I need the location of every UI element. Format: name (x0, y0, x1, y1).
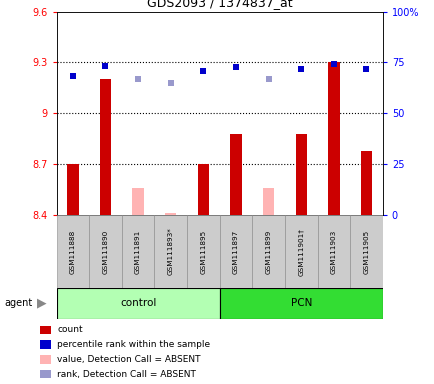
Bar (40, 326, 51, 334)
Bar (219, 288, 382, 319)
Text: value, Detection Call = ABSENT: value, Detection Call = ABSENT (57, 355, 201, 364)
Bar (197, 164, 209, 215)
Bar (40, 355, 51, 364)
Bar (230, 134, 241, 215)
Bar (295, 134, 306, 215)
Bar (40, 370, 51, 379)
Text: ▶: ▶ (37, 297, 46, 310)
Bar (89, 215, 122, 288)
Text: GSM111888: GSM111888 (70, 229, 76, 274)
Bar (252, 215, 284, 288)
Bar (122, 215, 154, 288)
Bar (317, 215, 349, 288)
Text: GSM111905: GSM111905 (363, 229, 368, 274)
Text: GSM111903: GSM111903 (330, 229, 336, 274)
Text: GSM111901†: GSM111901† (298, 227, 303, 276)
Bar (219, 215, 252, 288)
Bar (67, 164, 79, 215)
Bar (349, 215, 382, 288)
Text: control: control (120, 298, 156, 308)
Bar (56, 288, 219, 319)
Bar (327, 62, 339, 215)
Bar (40, 340, 51, 349)
Bar (132, 188, 144, 215)
Text: PCN: PCN (290, 298, 311, 308)
Title: GDS2093 / 1374837_at: GDS2093 / 1374837_at (147, 0, 292, 9)
Text: GSM111899: GSM111899 (265, 229, 271, 274)
Text: agent: agent (4, 298, 33, 308)
Bar (154, 215, 187, 288)
Text: GSM111897: GSM111897 (233, 229, 238, 274)
Bar (262, 188, 274, 215)
Text: GSM111895: GSM111895 (200, 229, 206, 274)
Bar (284, 215, 317, 288)
Text: GSM111893*: GSM111893* (168, 228, 173, 275)
Text: GSM111890: GSM111890 (102, 229, 108, 274)
Bar (360, 151, 372, 215)
Bar (56, 215, 89, 288)
Bar (164, 214, 176, 215)
Text: count: count (57, 325, 83, 334)
Text: rank, Detection Call = ABSENT: rank, Detection Call = ABSENT (57, 370, 196, 379)
Bar (99, 79, 111, 215)
Text: percentile rank within the sample: percentile rank within the sample (57, 340, 210, 349)
Bar (187, 215, 219, 288)
Text: GSM111891: GSM111891 (135, 229, 141, 274)
